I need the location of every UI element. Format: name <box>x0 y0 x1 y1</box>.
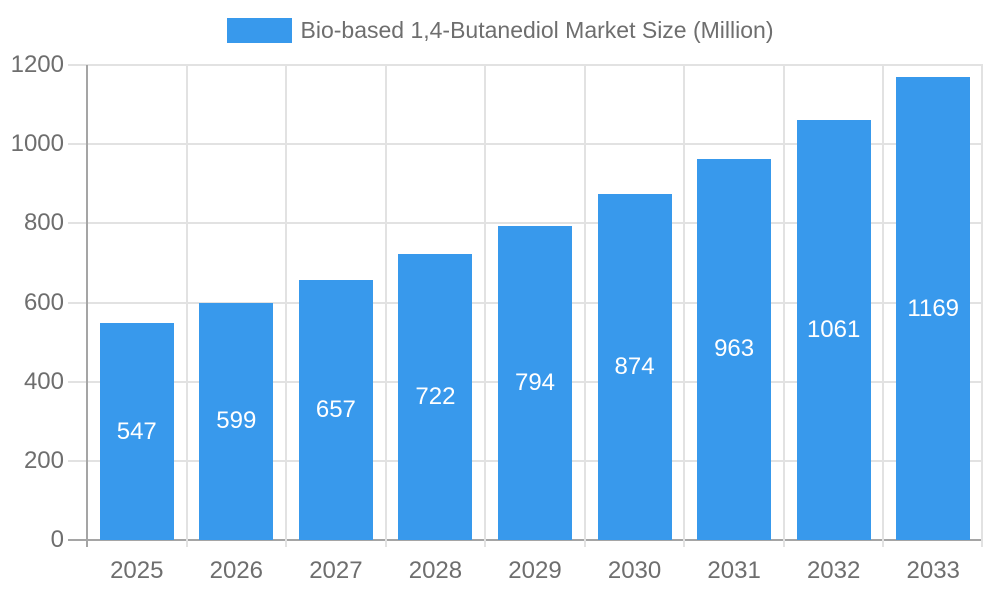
x-axis-tick-label: 2030 <box>607 557 662 584</box>
bar-value-label: 963 <box>714 335 755 363</box>
plot-area: 547 599 657 722 794 874 963 1061 1169 <box>68 64 983 547</box>
bar: 963 <box>697 158 772 540</box>
legend-swatch <box>226 17 292 43</box>
gridline-x <box>882 65 885 547</box>
x-axis-tick-label: 2026 <box>209 557 264 584</box>
y-axis-tick-label: 0 <box>50 526 64 553</box>
bar: 1169 <box>896 77 971 540</box>
bar: 657 <box>298 279 373 540</box>
bar: 1061 <box>796 120 871 540</box>
gridline-x <box>683 65 686 547</box>
x-axis-labels: 2025 2026 2027 2028 2029 2030 2031 2032 2033 <box>87 557 983 587</box>
x-axis-tick-label: 2032 <box>806 557 861 584</box>
x-axis-tick-label: 2031 <box>707 557 761 584</box>
bar-value-label: 599 <box>216 407 257 435</box>
y-axis-tick-label: 1000 <box>10 130 64 158</box>
gridline-x <box>285 65 288 547</box>
gridline-x <box>782 65 785 547</box>
gridline-y <box>68 222 983 225</box>
y-axis-tick-label: 600 <box>23 288 64 316</box>
gridline-x <box>484 65 487 547</box>
bar-value-label: 1061 <box>806 316 861 344</box>
bar-value-label: 547 <box>116 417 157 445</box>
y-axis-tick-label: 800 <box>23 209 64 237</box>
x-axis-tick-label: 2025 <box>110 557 164 584</box>
y-axis-labels: 0 200 400 600 800 1000 1200 <box>0 51 64 553</box>
x-axis-line <box>68 539 983 541</box>
gridline-x <box>981 65 983 547</box>
gridline-y <box>68 143 983 146</box>
legend-label: Bio-based 1,4-Butanediol Market Size (Mi… <box>300 16 774 43</box>
x-axis-tick-label: 2029 <box>508 557 562 584</box>
y-axis-line <box>86 65 88 547</box>
y-axis-tick-label: 200 <box>23 446 64 474</box>
gridline-x <box>185 65 188 547</box>
bar-value-label: 657 <box>315 395 356 423</box>
bar: 722 <box>398 254 473 540</box>
bar-value-label: 722 <box>415 383 456 411</box>
bar: 794 <box>498 225 572 540</box>
y-axis-tick-label: 1200 <box>10 51 64 78</box>
bar: 547 <box>99 323 174 540</box>
bar: 599 <box>199 302 274 540</box>
legend[interactable]: Bio-based 1,4-Butanediol Market Size (Mi… <box>0 15 1000 45</box>
x-axis-tick-label: 2033 <box>906 557 960 584</box>
bar-value-label: 874 <box>614 353 655 381</box>
bar: 874 <box>597 194 672 540</box>
gridline-x <box>384 65 387 547</box>
bar-value-label: 794 <box>514 368 556 396</box>
x-axis-tick-label: 2028 <box>408 557 463 584</box>
gridline-x <box>583 65 586 547</box>
x-axis-tick-label: 2027 <box>309 557 363 584</box>
y-axis-tick-label: 400 <box>23 367 64 395</box>
bar-value-label: 1169 <box>907 294 960 322</box>
gridline-y <box>68 64 983 66</box>
